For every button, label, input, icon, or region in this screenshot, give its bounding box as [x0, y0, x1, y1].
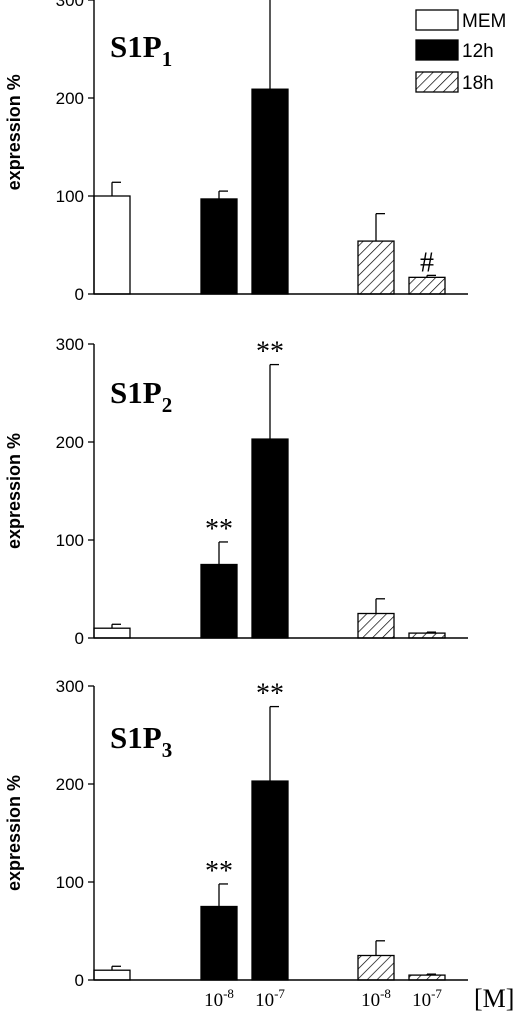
bar-MEM: [93, 969, 131, 981]
bar-18h-10-8: [357, 240, 395, 295]
x-category-label: 10-8: [361, 986, 391, 1011]
y-tick-label: 300: [56, 0, 84, 10]
bar-12h-10-8: [200, 905, 238, 981]
panel-s1p2: ** ** 0 100 200 300 expression % S1P2: [4, 335, 468, 648]
bar-12h-10-8: [200, 198, 238, 295]
bar-12h-10-8: [200, 563, 238, 639]
y-axis-label: expression %: [4, 433, 24, 549]
panel-s1p1: * #0 100 200 300 expression % S1P1: [4, 0, 468, 304]
y-tick-label: 300: [56, 677, 84, 696]
y-tick-label: 0: [75, 971, 84, 990]
legend-label: MEM: [462, 11, 506, 32]
panel-title: S1P3: [110, 720, 172, 762]
legend-swatch-12h: [415, 39, 459, 61]
legend-label: 18h: [462, 73, 494, 94]
bar-18h-10-7: [408, 276, 446, 295]
significance-mark: #: [420, 247, 434, 278]
y-tick-label: 200: [56, 775, 84, 794]
legend-label: 12h: [462, 41, 494, 62]
x-category-label: 10-7: [255, 986, 285, 1011]
bar-12h-10-7: [251, 780, 289, 981]
x-axis-labels: 10-8 10-7 10-8 10-7 [M]: [204, 984, 514, 1013]
y-tick-label: 200: [56, 433, 84, 452]
y-tick-label: 0: [75, 285, 84, 304]
x-category-label: 10-8: [204, 986, 234, 1011]
panel-title: S1P2: [110, 375, 172, 417]
y-axis-label: expression %: [4, 775, 24, 891]
bar-12h-10-7: [251, 88, 289, 295]
x-category-label: 10-7: [412, 986, 442, 1011]
bar-18h-10-7: [408, 974, 446, 981]
panel-s1p3: ** ** 0 100 200 300 expression % S1P3: [4, 677, 468, 990]
significance-mark: *: [263, 0, 277, 2]
significance-mark: **: [205, 514, 233, 545]
y-tick-label: 100: [56, 187, 84, 206]
y-tick-label: 300: [56, 335, 84, 354]
y-tick-label: 100: [56, 531, 84, 550]
bar-12h-10-7: [251, 438, 289, 639]
bar-18h-10-8: [357, 612, 395, 639]
legend-swatch-18h: [415, 71, 459, 93]
y-axis-label: expression %: [4, 74, 24, 190]
legend-swatch-mem: [415, 9, 459, 31]
x-unit-label: [M]: [474, 984, 514, 1013]
bar-MEM: [93, 195, 131, 295]
panel-title: S1P1: [110, 29, 172, 71]
y-tick-label: 100: [56, 873, 84, 892]
significance-mark: **: [205, 856, 233, 887]
y-tick-label: 200: [56, 89, 84, 108]
significance-mark: **: [256, 337, 284, 368]
legend: MEM 12h 18h: [415, 9, 506, 94]
significance-mark: **: [256, 679, 284, 710]
bar-18h-10-7: [408, 632, 446, 639]
bar-18h-10-8: [357, 954, 395, 981]
y-tick-label: 0: [75, 629, 84, 648]
bar-MEM: [93, 627, 131, 639]
